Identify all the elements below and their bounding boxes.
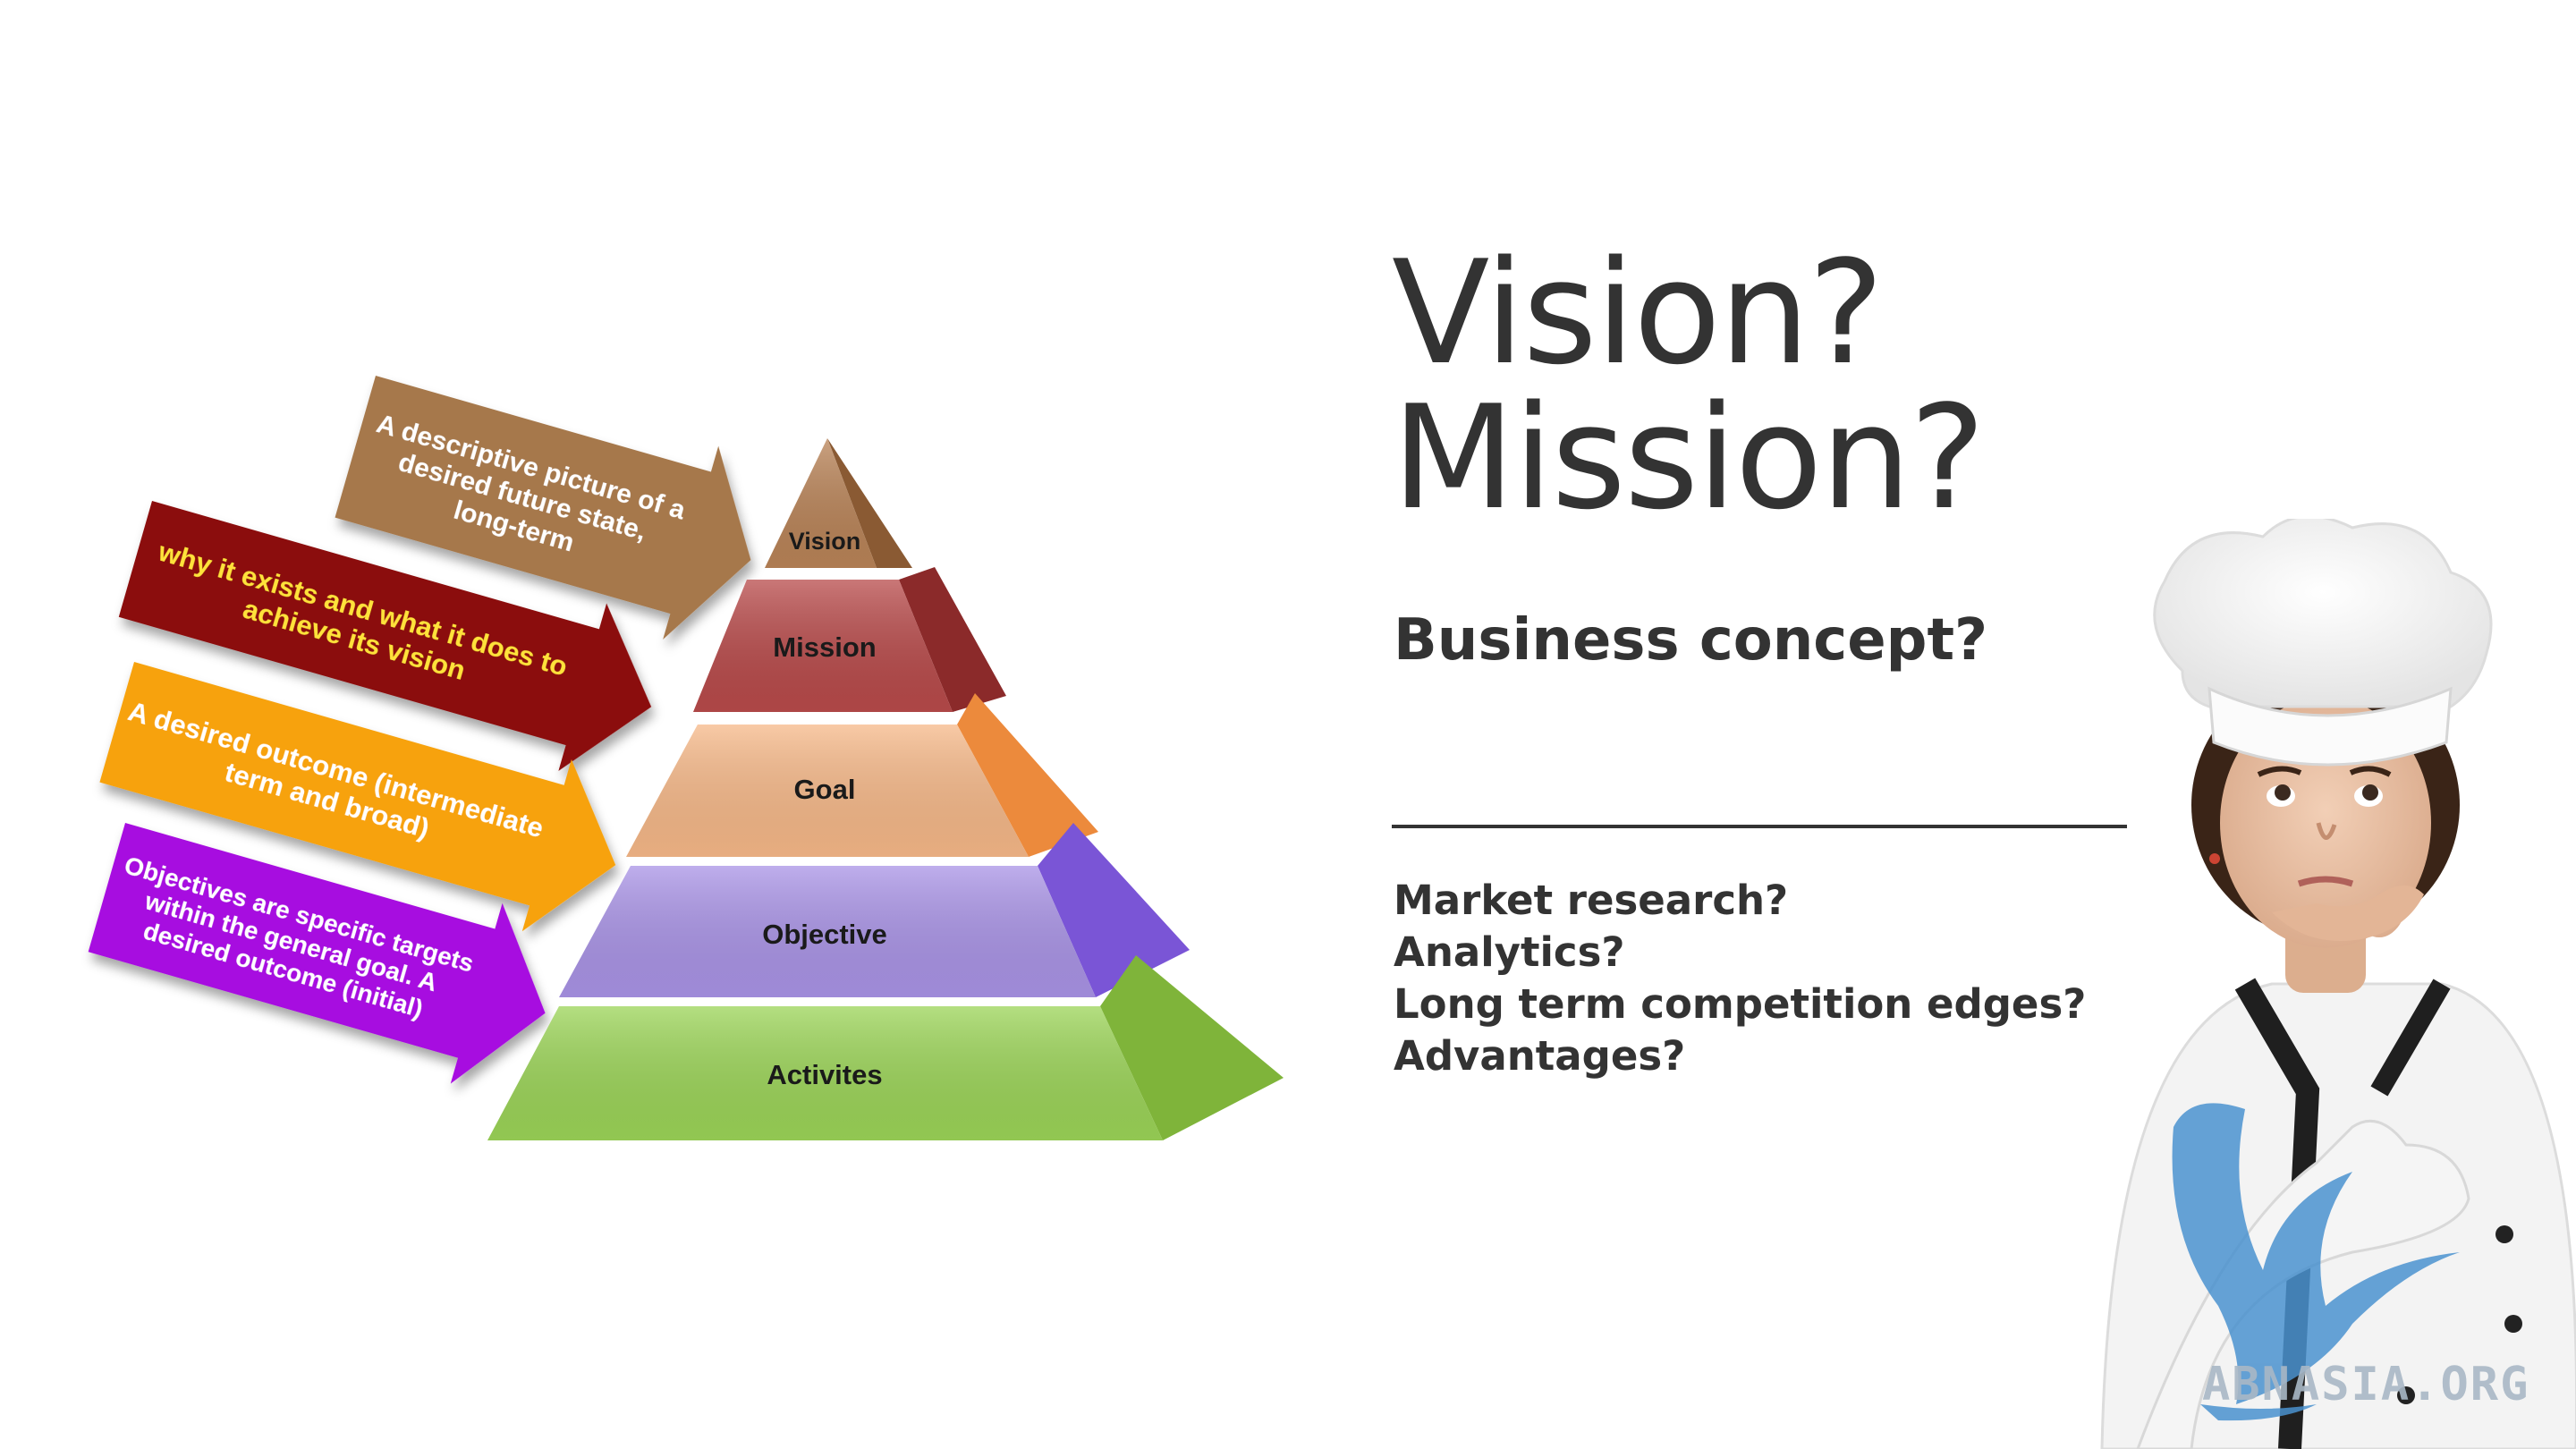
subtitle: Business concept? [1394,607,1988,674]
pyramid-label: Activites [767,1059,882,1090]
pyramid-label: Vision [789,528,861,555]
question-item: Advantages? [1394,1032,1686,1080]
thinking-chef-child-image [2100,519,2576,1449]
pyramid-level-goal: Goal [626,693,1098,857]
divider-line [1392,825,2127,828]
pyramid-level-activites: Activites [487,955,1284,1140]
pyramid-level-vision: Vision [765,438,912,568]
question-item: Analytics? [1394,928,1625,976]
title-vision: Vision? [1392,229,1884,396]
question-item: Market research? [1394,877,1789,924]
question-item: Long term competition edges? [1394,980,2087,1028]
pyramid-level-mission: Mission [693,567,1006,712]
pyramid-label: Mission [773,631,876,663]
pyramid-label: Goal [794,774,856,805]
pyramid-level-objective: Objective [559,823,1190,997]
pyramid-label: Objective [762,919,887,950]
watermark-text: ABNASIA.ORG [2202,1358,2530,1411]
title-mission: Mission? [1392,374,1986,541]
question-list: Market research? Analytics? Long term co… [1394,875,2086,1082]
